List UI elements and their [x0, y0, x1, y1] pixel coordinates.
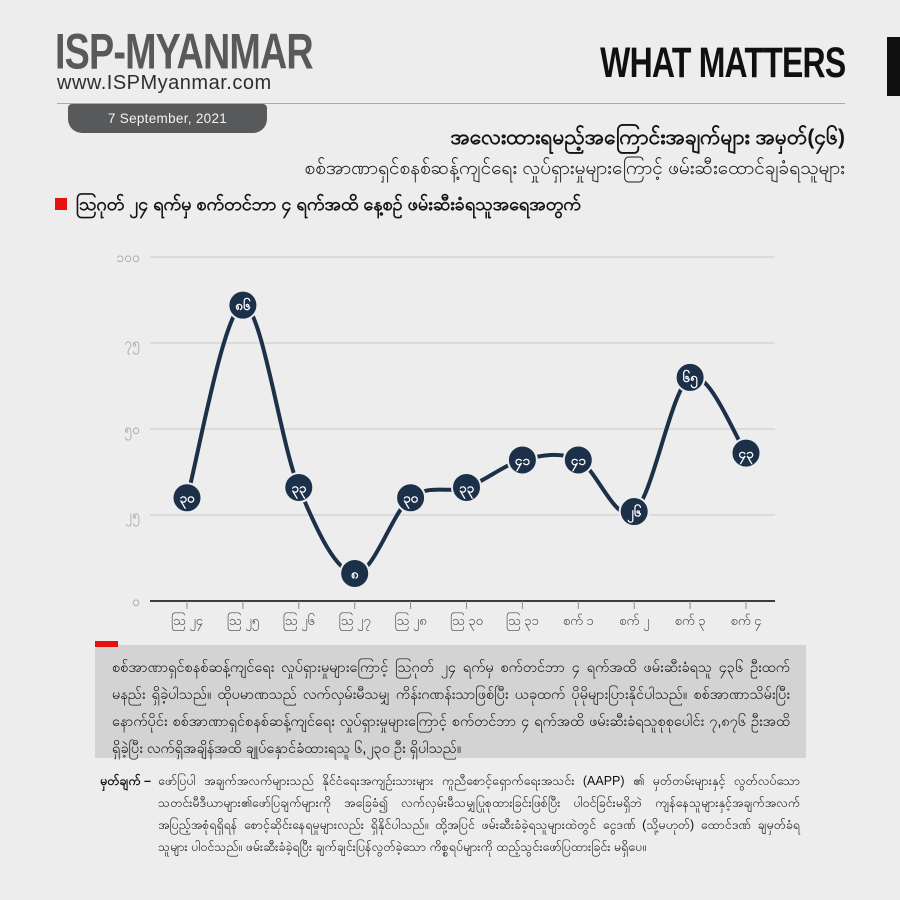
chart-section-header: သြဂုတ် ၂၄ ရက်မှ စက်တင်ဘာ ၄ ရက်အထိ နေ့စဉ်… — [55, 192, 775, 219]
footnote-text: ဖော်ပြပါ အချက်အလက်များသည် နိုင်ငံရေးအကျဉ… — [157, 774, 800, 854]
red-accent-bar — [95, 641, 118, 647]
data-point — [506, 444, 538, 476]
footnote: မှတ်ချက် – ဖော်ပြပါ အချက်အလက်များသည် နို… — [100, 770, 800, 858]
data-point-label: ၄၁ — [571, 453, 587, 472]
y-tick-label: ၁၀၀ — [116, 249, 140, 265]
data-point — [283, 471, 315, 503]
y-tick-label: ၀ — [132, 593, 140, 609]
red-square-bullet-icon — [55, 198, 67, 210]
data-point — [395, 482, 427, 514]
date-badge: 7 September, 2021 — [68, 104, 267, 133]
x-tick-label: စက် ၁ — [563, 613, 594, 628]
footnote-label: မှတ်ချက် – — [100, 774, 151, 788]
masthead-black-box — [887, 37, 900, 96]
x-tick-label: စက် ၃ — [675, 613, 706, 631]
data-point-label: ၃၀ — [403, 491, 419, 510]
y-tick-label: ၇၅ — [124, 335, 140, 354]
data-point — [171, 482, 203, 514]
x-tick-label: ဩ ၂၄ — [171, 612, 204, 631]
y-tick-label: ၅၀ — [124, 421, 140, 440]
data-point — [562, 444, 594, 476]
x-tick-label: ဩ ၂၅ — [227, 612, 259, 631]
issue-title: အလေးထားရမည့်အကြောင်းအချက်များ အမှတ်(၄၆) — [450, 126, 845, 149]
data-point — [674, 361, 706, 393]
x-tick-label: စက် ၄ — [731, 613, 763, 631]
y-tick-label: ၂၅ — [125, 507, 140, 526]
data-point — [339, 557, 371, 589]
data-point-label: ၃၃ — [291, 480, 307, 499]
chart-title: သြဂုတ် ၂၄ ရက်မှ စက်တင်ဘာ ၄ ရက်အထိ နေ့စဉ်… — [76, 194, 581, 214]
x-tick-label: ဩ ၃၁ — [506, 612, 539, 631]
summary-box: စစ်အာဏာရှင်စနစ်ဆန့်ကျင်ရေး လှုပ်ရှားမှုမ… — [95, 641, 806, 758]
data-point-label: ၈ — [351, 566, 360, 581]
data-point-label: ၄၃ — [738, 446, 754, 465]
data-line — [185, 303, 748, 576]
header-divider — [57, 103, 845, 104]
data-point — [227, 289, 259, 321]
issue-subtitle: စစ်အာဏာရှင်စနစ်ဆန့်ကျင်ရေး လှုပ်ရှားမှုမ… — [304, 158, 845, 179]
x-tick-label: စက် ၂ — [619, 613, 649, 631]
data-point — [451, 471, 482, 503]
what-matters-masthead: WHAT MATTERS — [599, 38, 846, 87]
data-point — [618, 496, 650, 528]
data-point-label: ၄၁ — [515, 453, 531, 472]
summary-text: စစ်အာဏာရှင်စနစ်ဆန့်ကျင်ရေး လှုပ်ရှားမှုမ… — [112, 660, 790, 757]
data-point-label: ၆၅ — [683, 369, 699, 389]
isp-myanmar-logo: ISP-MYANMAR — [55, 23, 314, 80]
x-tick-label: ဩ ၂၆ — [283, 612, 315, 631]
x-tick-label: ဩ ၃၀ — [450, 612, 483, 631]
data-point-label: ၃၀ — [179, 491, 195, 510]
x-tick-label: ဩ ၂၇ — [339, 612, 371, 631]
data-point-label: ၃၃ — [459, 480, 475, 499]
data-point-label: ၂၆ — [627, 503, 642, 523]
data-point — [730, 437, 762, 469]
x-tick-label: ဩ ၂၈ — [395, 612, 427, 631]
website-url: www.ISPMyanmar.com — [57, 72, 272, 94]
data-point-label: ၈၆ — [235, 297, 251, 313]
